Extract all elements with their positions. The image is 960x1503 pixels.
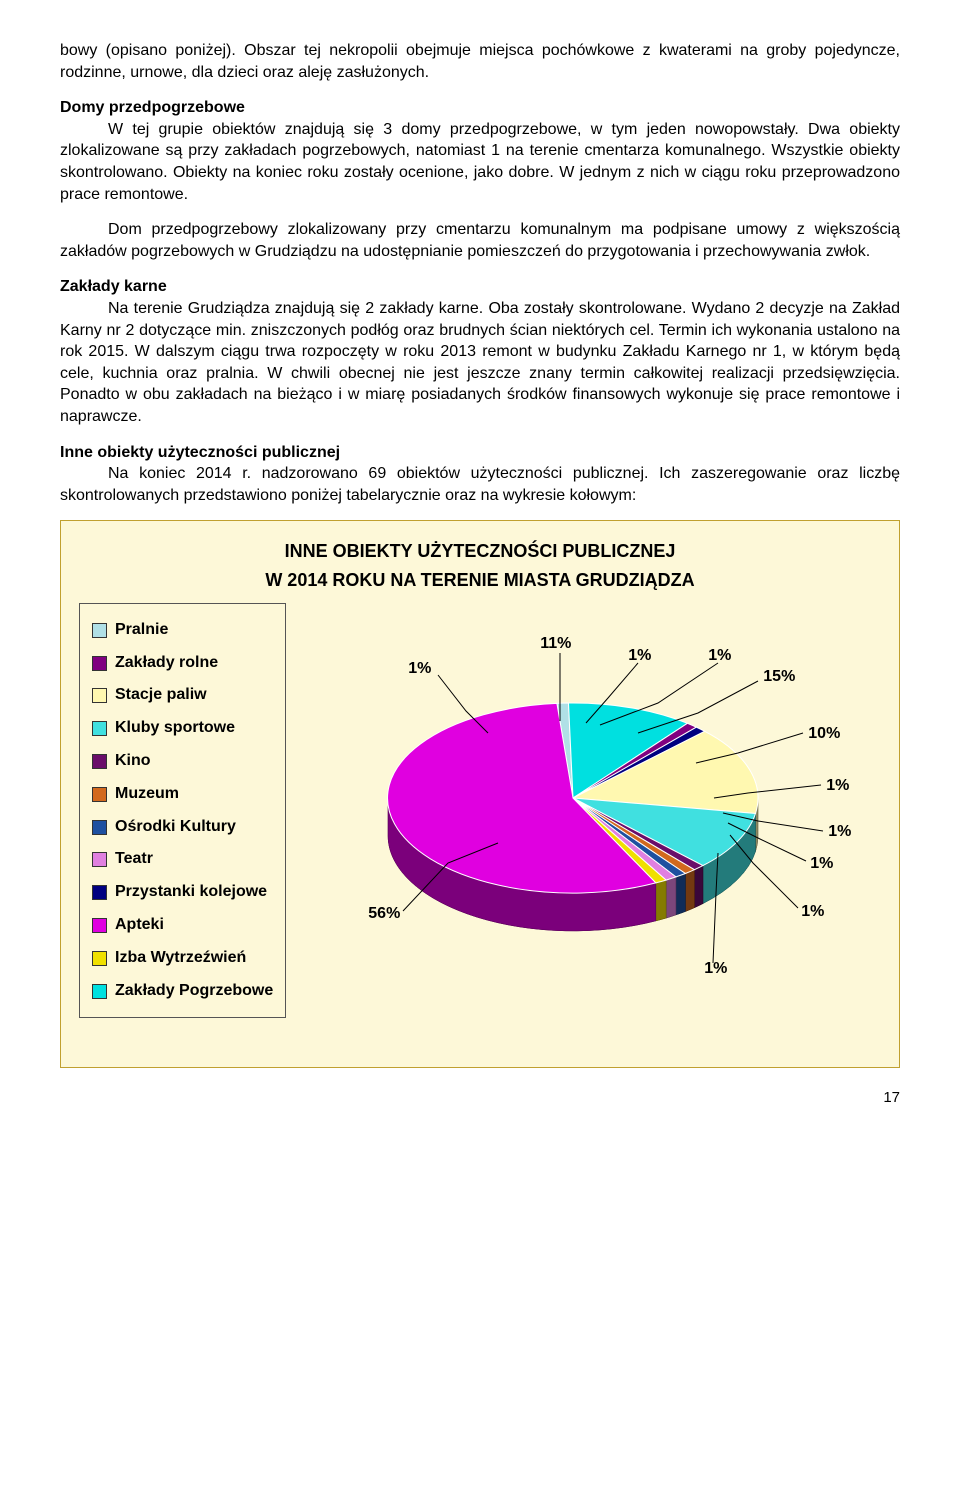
legend-item: Stacje paliw [92, 679, 273, 712]
legend-swatch [92, 688, 107, 703]
legend-label: Zakłady rolne [115, 647, 218, 680]
legend-swatch [92, 623, 107, 638]
legend-swatch [92, 754, 107, 769]
paragraph: W tej grupie obiektów znajdują się 3 dom… [60, 119, 900, 205]
legend-label: Teatr [115, 843, 153, 876]
page-number: 17 [60, 1088, 900, 1108]
chart-title: INNE OBIEKTY UŻYTECZNOŚCI PUBLICZNEJ W 2… [79, 537, 881, 595]
legend-label: Apteki [115, 909, 164, 942]
legend-label: Stacje paliw [115, 679, 207, 712]
chart-container: INNE OBIEKTY UŻYTECZNOŚCI PUBLICZNEJ W 2… [60, 520, 900, 1068]
legend-item: Kluby sportowe [92, 712, 273, 745]
legend-swatch [92, 820, 107, 835]
pie-slice-label: 1% [708, 645, 731, 667]
pie-slice-label: 1% [810, 853, 833, 875]
legend-label: Muzeum [115, 778, 179, 811]
paragraph: Na koniec 2014 r. nadzorowano 69 obiektó… [60, 463, 900, 506]
legend-item: Pralnie [92, 614, 273, 647]
legend-item: Kino [92, 745, 273, 778]
legend-label: Izba Wytrzeźwień [115, 942, 246, 975]
legend-label: Ośrodki Kultury [115, 811, 236, 844]
legend-label: Zakłady Pogrzebowe [115, 975, 273, 1008]
legend-swatch [92, 918, 107, 933]
legend-swatch [92, 787, 107, 802]
pie-slice-label: 11% [540, 633, 571, 655]
legend-swatch [92, 984, 107, 999]
pie-slice-label: 1% [704, 958, 727, 980]
legend-item: Zakłady Pogrzebowe [92, 975, 273, 1008]
legend-label: Przystanki kolejowe [115, 876, 267, 909]
pie-chart: 1% 11% 1% 1% 15% 10% 1% 1% 1% 1% 1% 56% [298, 603, 881, 1043]
legend-item: Ośrodki Kultury [92, 811, 273, 844]
legend-swatch [92, 951, 107, 966]
heading-inne: Inne obiekty użyteczności publicznej [60, 442, 900, 464]
legend-item: Teatr [92, 843, 273, 876]
heading-zaklady: Zakłady karne [60, 276, 900, 298]
heading-domy: Domy przedpogrzebowe [60, 97, 900, 119]
legend-item: Zakłady rolne [92, 647, 273, 680]
legend-item: Przystanki kolejowe [92, 876, 273, 909]
legend-swatch [92, 852, 107, 867]
legend-item: Muzeum [92, 778, 273, 811]
paragraph: Na terenie Grudziądza znajdują się 2 zak… [60, 298, 900, 428]
pie-slice-label: 1% [628, 645, 651, 667]
legend-item: Apteki [92, 909, 273, 942]
legend-swatch [92, 721, 107, 736]
pie-slice-label: 1% [801, 901, 824, 923]
legend-label: Kluby sportowe [115, 712, 235, 745]
chart-legend: PralnieZakłady rolneStacje paliwKluby sp… [79, 603, 286, 1019]
legend-label: Pralnie [115, 614, 168, 647]
pie-slice-label: 15% [763, 666, 795, 688]
pie-slice-label: 1% [828, 821, 851, 843]
pie-slice-label: 56% [368, 903, 400, 925]
paragraph-intro: bowy (opisano poniżej). Obszar tej nekro… [60, 40, 900, 83]
legend-item: Izba Wytrzeźwień [92, 942, 273, 975]
paragraph: Dom przedpogrzebowy zlokalizowany przy c… [60, 219, 900, 262]
legend-label: Kino [115, 745, 151, 778]
pie-slice-label: 1% [826, 775, 849, 797]
legend-swatch [92, 885, 107, 900]
legend-swatch [92, 656, 107, 671]
pie-slice-label: 10% [808, 723, 840, 745]
pie-slice-label: 1% [408, 658, 431, 680]
